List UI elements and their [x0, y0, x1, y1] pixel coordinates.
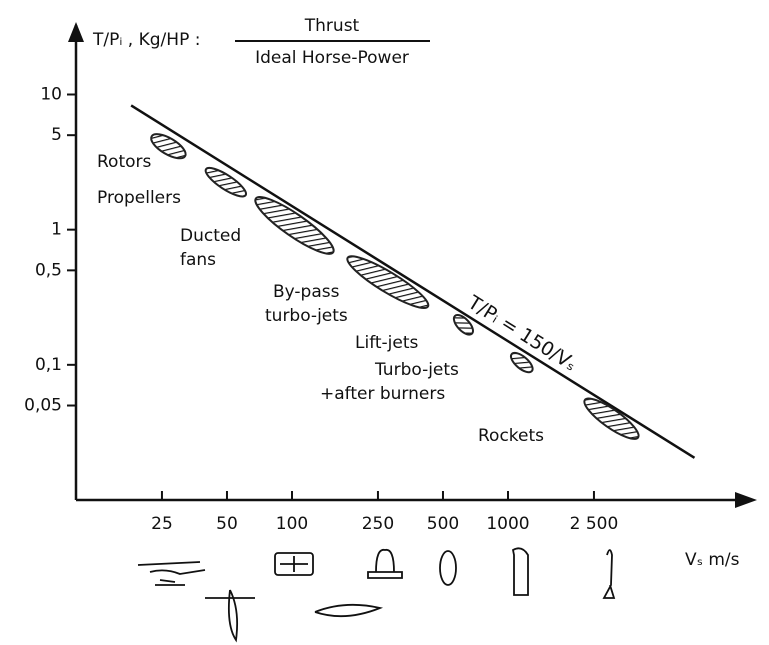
liftjet-icon	[439, 550, 457, 586]
region-label: fans	[180, 250, 216, 270]
x-tick-label: 500	[427, 514, 459, 534]
y-tick-label: 0,5	[35, 260, 62, 280]
region-label: Turbo-jets	[374, 360, 459, 380]
region	[150, 133, 187, 160]
turbojet-icon	[511, 547, 529, 596]
y-tick-label: 0,05	[24, 396, 62, 416]
x-axis-label: Vₛ m/s	[685, 550, 740, 570]
wing-icon	[314, 603, 384, 618]
x-tick-label: 2 500	[570, 514, 619, 534]
fan-icon	[274, 552, 314, 576]
y-tick-label: 5	[51, 125, 62, 145]
region-label: Propellers	[97, 188, 181, 208]
x-tick-label: 25	[151, 514, 173, 534]
definition-numerator: Thrust	[304, 16, 360, 36]
fan-detail	[280, 556, 308, 572]
x-tick-label: 250	[362, 514, 394, 534]
propeller-icon	[205, 589, 255, 643]
axes	[68, 22, 757, 508]
region-label: +after burners	[320, 384, 445, 404]
x-tick-label: 50	[216, 514, 238, 534]
helicopter-icon	[137, 561, 206, 586]
region	[254, 196, 335, 255]
region-label: Ducted	[180, 226, 241, 246]
y-tick-label: 1	[51, 220, 62, 240]
bypass-icon	[367, 549, 403, 579]
rocket-icon	[602, 549, 616, 599]
definition-denominator: Ideal Horse-Power	[255, 48, 409, 68]
y-axis-label: T/Pᵢ , Kg/HP :	[92, 30, 200, 50]
y-arrow	[68, 22, 84, 42]
region-label: Rockets	[478, 426, 544, 446]
x-arrow	[735, 492, 757, 508]
region-label: turbo-jets	[265, 306, 348, 326]
region-label: By-pass	[273, 282, 340, 302]
region	[509, 351, 534, 374]
region-label: Lift-jets	[355, 333, 419, 353]
y-tick-label: 10	[40, 84, 62, 104]
region	[204, 166, 247, 198]
y-tick-label: 0,1	[35, 355, 62, 375]
x-tick-label: 100	[276, 514, 308, 534]
region-label: Rotors	[97, 152, 152, 172]
vehicle-icons	[137, 547, 616, 643]
x-tick-label: 1000	[486, 514, 529, 534]
reference-line	[130, 104, 696, 459]
region	[452, 314, 474, 336]
region	[346, 255, 430, 309]
region	[583, 397, 640, 440]
